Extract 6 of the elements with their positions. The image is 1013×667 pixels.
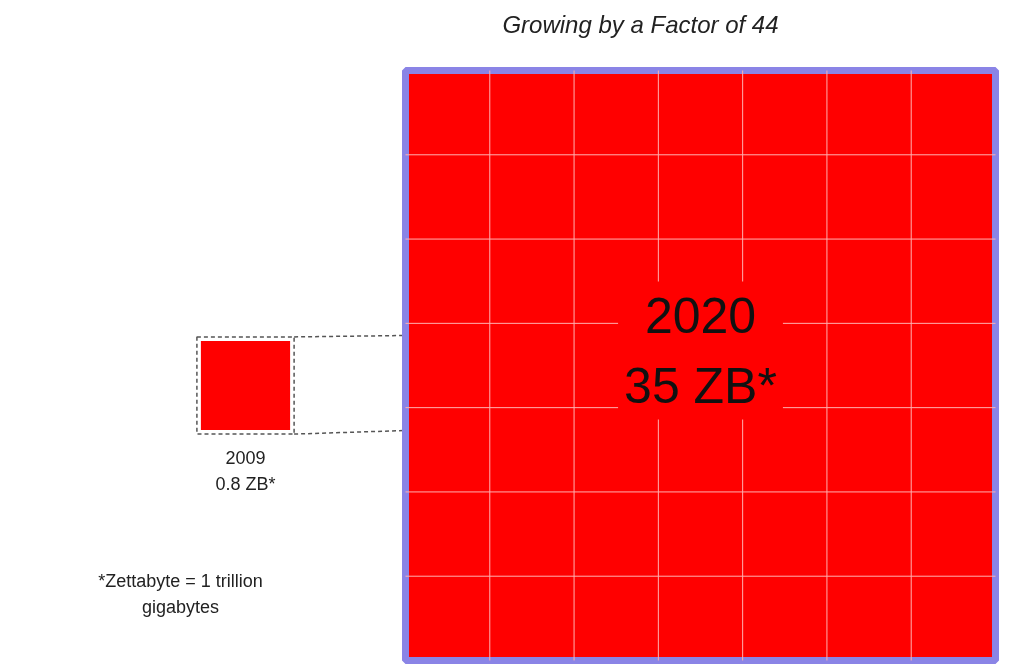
text: Growing by a Factor of 44 [502, 10, 779, 38]
data-label: 0.8 ZB* [215, 474, 276, 495]
data-label: 35 ZB* [624, 357, 777, 414]
text: *Zettabyte = 1 trillion gigabytes [98, 570, 263, 617]
category-label: 2009 [225, 448, 266, 469]
category-label: 2020 [644, 287, 757, 344]
